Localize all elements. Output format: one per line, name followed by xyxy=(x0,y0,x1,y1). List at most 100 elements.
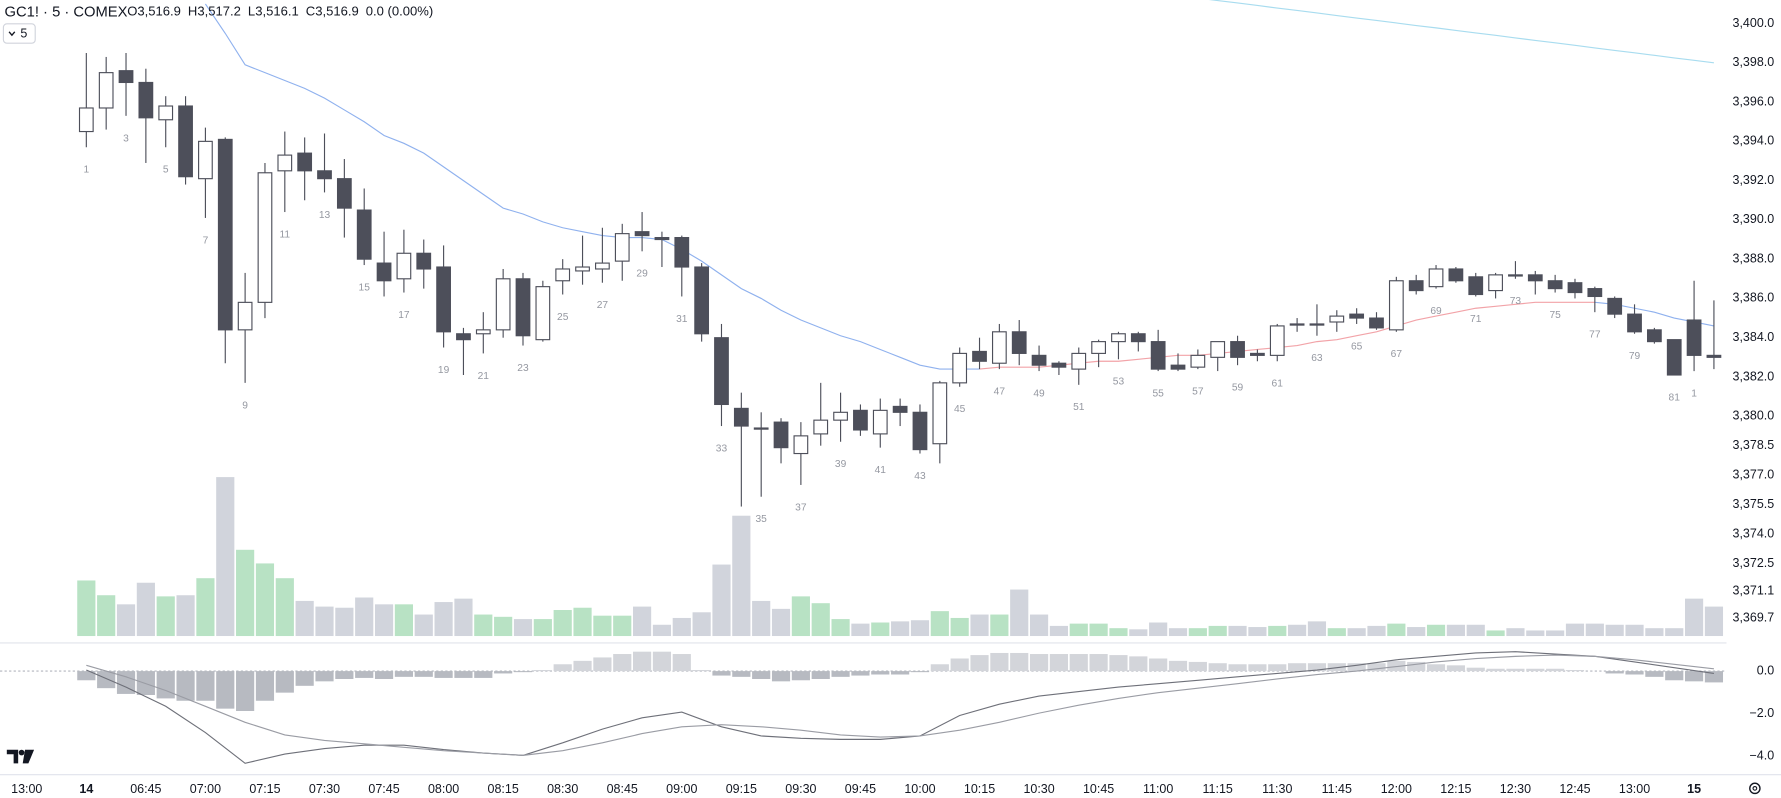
x-tick-label: 11:15 xyxy=(1203,782,1233,796)
histogram-bar xyxy=(236,671,255,711)
histogram-bar xyxy=(1347,663,1366,672)
bar-number-label: 73 xyxy=(1510,296,1522,307)
x-tick-label: 09:15 xyxy=(726,782,757,796)
histogram-bar xyxy=(335,671,354,679)
histogram-bar xyxy=(752,671,771,679)
candle-body xyxy=(813,419,829,435)
candle-body xyxy=(1369,317,1384,329)
bar-number-label: 33 xyxy=(716,443,728,454)
volume-bar xyxy=(1029,614,1049,637)
volume-bar xyxy=(116,604,136,637)
bar-number-label: 21 xyxy=(478,371,490,382)
x-tick-label: 14 xyxy=(79,782,93,796)
y-tick-label: 3,390.0 xyxy=(1733,212,1775,226)
candle-body xyxy=(495,278,511,331)
candle-body xyxy=(1428,268,1444,288)
y-tick-label: 3,374.0 xyxy=(1733,526,1775,540)
gear-center[interactable] xyxy=(1752,785,1758,791)
candle-body xyxy=(138,81,154,119)
candle-body xyxy=(158,105,174,121)
x-tick-label: 11:30 xyxy=(1262,782,1292,796)
chevron-icon[interactable] xyxy=(8,31,16,37)
candle-body xyxy=(1408,280,1424,292)
histogram-bar xyxy=(1129,656,1148,672)
histogram-bar xyxy=(1704,671,1724,683)
bar-number-label: 43 xyxy=(914,471,926,482)
moving-average-line xyxy=(1208,0,1715,64)
volume-bar xyxy=(236,549,255,637)
bar-number-label: 67 xyxy=(1391,349,1403,360)
histogram-bar xyxy=(255,671,275,701)
histogram-bar xyxy=(136,671,155,695)
volume-bar xyxy=(1307,621,1327,637)
gear-icon[interactable] xyxy=(1749,782,1761,795)
bar-number-label: 55 xyxy=(1152,388,1164,399)
x-tick-label: 11:00 xyxy=(1143,782,1173,796)
bar-number-label: 69 xyxy=(1430,306,1442,317)
histogram-bar xyxy=(1466,667,1485,672)
volume-bar xyxy=(1585,623,1604,637)
histogram-bar xyxy=(1307,663,1327,672)
histogram-bar xyxy=(831,671,850,677)
x-tick-label: 10:45 xyxy=(1083,782,1114,796)
bar-number-label: 37 xyxy=(795,502,807,513)
interval-button[interactable]: 5 xyxy=(2,23,36,44)
histogram-bar xyxy=(1446,665,1465,672)
volume-bar xyxy=(891,621,910,637)
candle-body xyxy=(1547,280,1563,290)
histogram-bar xyxy=(1605,671,1624,674)
volume-bar xyxy=(1407,627,1426,637)
histogram-bar xyxy=(1565,670,1585,672)
candle-body xyxy=(416,252,432,270)
volume-bar xyxy=(1426,624,1446,637)
histogram-bar xyxy=(295,671,314,686)
settings-button[interactable] xyxy=(1749,782,1761,795)
histogram-bar xyxy=(553,664,572,672)
histogram-bar xyxy=(771,671,791,682)
volume-bar xyxy=(1665,628,1684,637)
histogram-bar xyxy=(533,670,552,672)
bar-number-label: 19 xyxy=(438,365,450,376)
candle-body xyxy=(277,154,293,172)
histogram-bar xyxy=(672,654,691,672)
y-tick-label: −2.0 xyxy=(1750,706,1775,720)
histogram-bar xyxy=(176,671,195,701)
histogram-bar xyxy=(851,671,870,676)
candle-body xyxy=(1071,352,1087,370)
interval-label[interactable]: 5 xyxy=(20,26,27,40)
bar-number-label: 7 xyxy=(203,235,209,246)
interval-button-frame[interactable] xyxy=(2,23,36,44)
candle-body xyxy=(773,421,789,449)
candle-body xyxy=(1349,313,1365,319)
volume-bar xyxy=(434,602,453,637)
candle-body xyxy=(634,231,650,237)
histogram-bar xyxy=(1625,671,1644,675)
y-tick-label: 3,371.1 xyxy=(1733,583,1775,597)
x-tick-label: 09:30 xyxy=(785,782,816,796)
candle-body xyxy=(1646,329,1662,343)
histogram-bar xyxy=(950,658,969,672)
histogram-bar xyxy=(1248,664,1267,672)
volume-bar xyxy=(1645,628,1664,637)
y-tick-label: 3,400.0 xyxy=(1733,16,1775,30)
y-tick-label: 3,394.0 xyxy=(1733,134,1775,148)
candle-body xyxy=(872,409,888,435)
histogram-bar xyxy=(1506,668,1525,672)
candle-body xyxy=(475,329,491,335)
bar-number-label: 79 xyxy=(1629,351,1641,362)
volume-bar xyxy=(414,614,433,637)
candle-body xyxy=(1388,280,1404,331)
bar-number-label: 3 xyxy=(123,133,129,144)
candle-body xyxy=(1309,323,1325,326)
bar-number-label: 51 xyxy=(1073,402,1085,413)
candle-body xyxy=(1706,354,1722,358)
volume-bar xyxy=(196,578,215,637)
volume-bar xyxy=(910,620,930,637)
volume-bar xyxy=(494,616,513,637)
bar-number-label: 13 xyxy=(319,210,331,221)
bar-number-label: 49 xyxy=(1033,388,1045,399)
volume-bar xyxy=(1188,628,1207,637)
tradingview-logo xyxy=(6,749,35,764)
bar-number-label: 1 xyxy=(1691,388,1697,399)
